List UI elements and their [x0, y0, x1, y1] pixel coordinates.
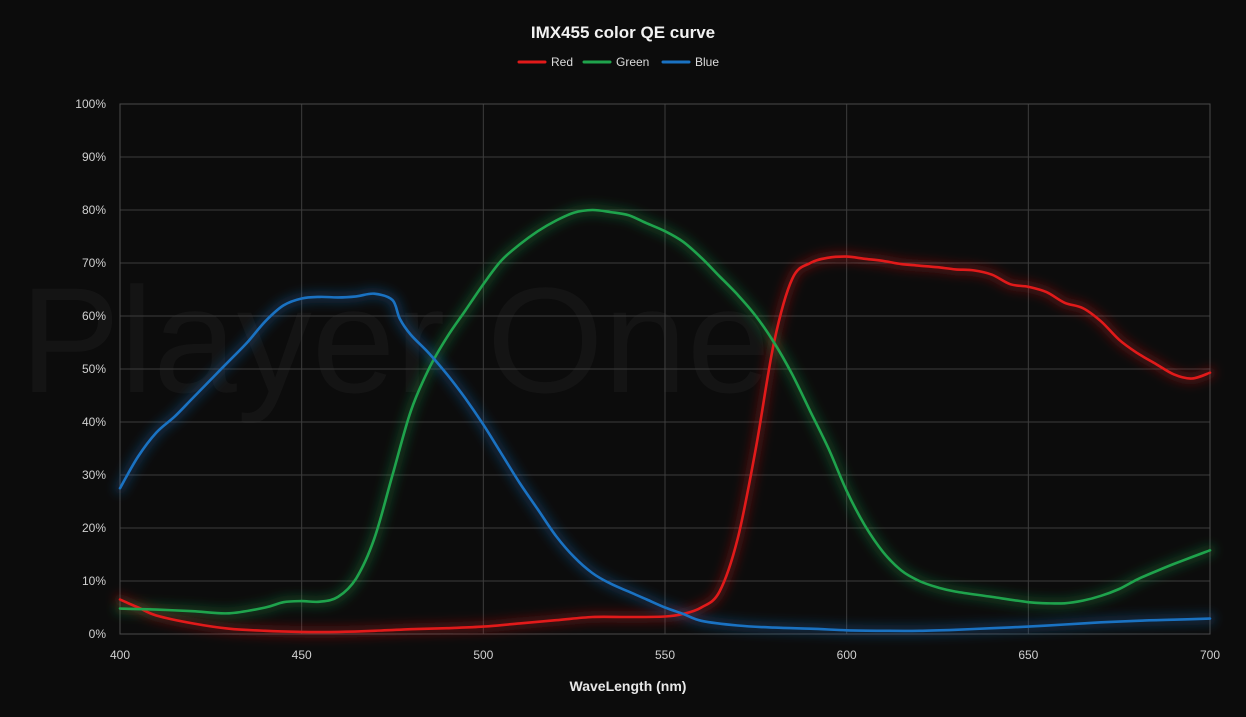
x-tick-label: 650: [1018, 648, 1038, 662]
legend-label-red: Red: [551, 55, 573, 69]
x-tick-label: 550: [655, 648, 675, 662]
y-axis-ticks: 0% 10% 20% 30% 40% 50% 60% 70% 80% 90% 100%: [75, 97, 106, 641]
y-tick-label: 60%: [82, 309, 106, 323]
series-red-line: [118, 255, 1212, 634]
x-tick-label: 400: [110, 648, 130, 662]
y-tick-label: 40%: [82, 415, 106, 429]
series-blue-line: [118, 292, 1212, 633]
legend-label-blue: Blue: [695, 55, 719, 69]
legend-label-green: Green: [616, 55, 649, 69]
y-tick-label: 90%: [82, 150, 106, 164]
y-tick-label: 100%: [75, 97, 106, 111]
y-tick-label: 20%: [82, 521, 106, 535]
chart-title: IMX455 color QE curve: [531, 23, 715, 42]
x-tick-label: 450: [292, 648, 312, 662]
y-tick-label: 10%: [82, 574, 106, 588]
y-tick-label: 30%: [82, 468, 106, 482]
x-axis-label: WaveLength (nm): [570, 678, 687, 694]
watermark-text: Player One: [20, 256, 770, 424]
x-axis-ticks: 400 450 500 550 600 650 700: [110, 648, 1220, 662]
series-lines: [118, 208, 1212, 634]
series-green-line: [118, 208, 1212, 615]
y-tick-label: 70%: [82, 256, 106, 270]
legend: Red Green Blue: [517, 55, 719, 69]
y-tick-label: 0%: [89, 627, 107, 641]
x-tick-label: 700: [1200, 648, 1220, 662]
grid: [119, 103, 1211, 635]
x-tick-label: 500: [473, 648, 493, 662]
y-tick-label: 50%: [82, 362, 106, 376]
x-tick-label: 600: [837, 648, 857, 662]
y-tick-label: 80%: [82, 203, 106, 217]
